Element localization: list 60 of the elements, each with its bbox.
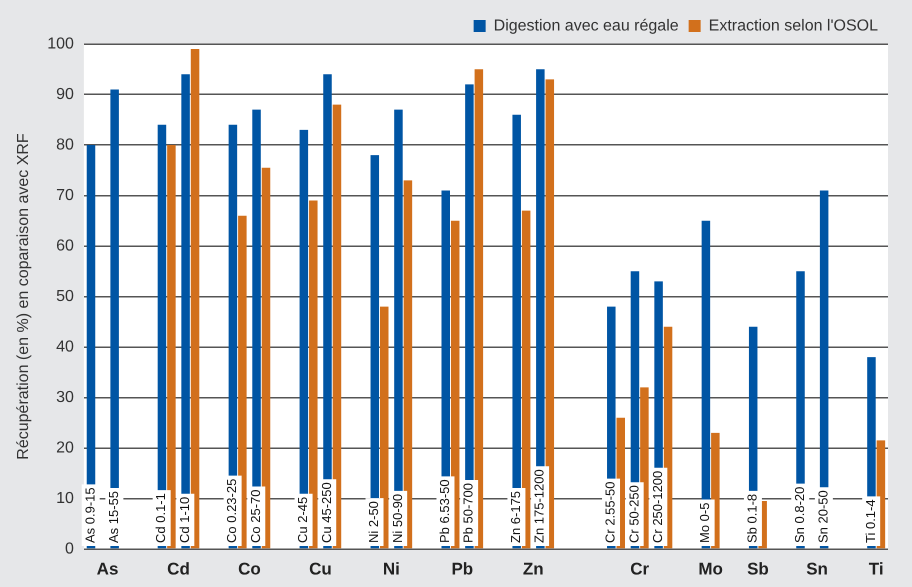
y-tick-label: 10	[56, 490, 74, 507]
bar	[474, 69, 484, 548]
bar	[167, 145, 176, 548]
bar	[450, 220, 460, 548]
bar	[309, 200, 318, 548]
y-tick-label: 80	[56, 136, 74, 154]
text: Ti	[868, 560, 884, 579]
bar	[238, 216, 247, 548]
text: Cr	[630, 560, 650, 579]
text: Co	[238, 560, 261, 579]
x-tick-label: Cu 45-250	[318, 482, 334, 543]
x-tick-label: Sn 20-50	[815, 490, 830, 543]
y-tick-label: 60	[56, 237, 74, 254]
x-tick-label: Co 25-70	[248, 490, 263, 543]
bar	[190, 49, 200, 548]
x-tick-label: Cr 50-250	[626, 485, 642, 543]
x-tick-label: Cr 2.55-50	[602, 482, 618, 543]
text: Sb	[747, 560, 769, 579]
bar	[404, 180, 412, 548]
y-tick-label: 0	[64, 540, 74, 558]
y-axis-title: Récupération (en %) en coparaison avec XRF	[15, 133, 32, 460]
text: Pb	[451, 560, 474, 579]
text: As	[96, 560, 118, 579]
bar	[546, 79, 554, 548]
text: Cu	[309, 560, 332, 579]
x-tick-label: Cr 250-1200	[650, 470, 665, 543]
x-tick-label: As 0.9-15	[82, 487, 98, 543]
x-tick-label: Zn 6-175	[508, 490, 523, 543]
x-tick-label: Sb 0.1-8	[744, 494, 760, 543]
legend-label: Extraction selon l'OSOL	[708, 17, 878, 34]
x-tick-label: Cu 2-45	[295, 496, 310, 543]
x-tick-label: Ni 50-90	[390, 494, 405, 543]
x-tick-label: Ni 2-50	[366, 501, 382, 543]
y-tick-label: 40	[56, 338, 74, 356]
x-tick-label: Ti 0.1-4	[862, 499, 878, 543]
bar	[522, 210, 530, 548]
x-tick-label: Cd 1-10	[176, 496, 192, 543]
bar	[262, 168, 270, 548]
text: Sn	[806, 560, 828, 579]
y-tick-label: 30	[56, 388, 74, 406]
x-tick-label: As 15-55	[106, 490, 121, 543]
y-tick-label: 50	[56, 288, 74, 305]
legend-label: Digestion avec eau régale	[494, 17, 679, 34]
text: Ni	[382, 560, 400, 579]
y-tick-label: 20	[56, 439, 74, 456]
x-tick-label: Cd 0.1-1	[153, 493, 168, 543]
text: Cd	[167, 560, 190, 579]
x-tick-label: Pb 50-700	[460, 483, 476, 543]
bar	[332, 104, 342, 548]
x-tick-label: Pb 6.53-50	[437, 479, 452, 543]
x-tick-label: Mo 0-5	[697, 502, 712, 543]
bar	[380, 306, 389, 548]
y-tick-label: 70	[56, 186, 74, 204]
x-tick-label: Co 0.23-25	[224, 478, 240, 543]
text: Mo	[698, 560, 723, 579]
y-tick-label: 90	[56, 86, 74, 103]
text: Zn	[522, 560, 544, 579]
x-tick-label: Zn 175-1200	[532, 469, 547, 543]
y-tick-label: 100	[47, 35, 74, 52]
x-tick-label: Sn 0.8-20	[792, 486, 807, 543]
